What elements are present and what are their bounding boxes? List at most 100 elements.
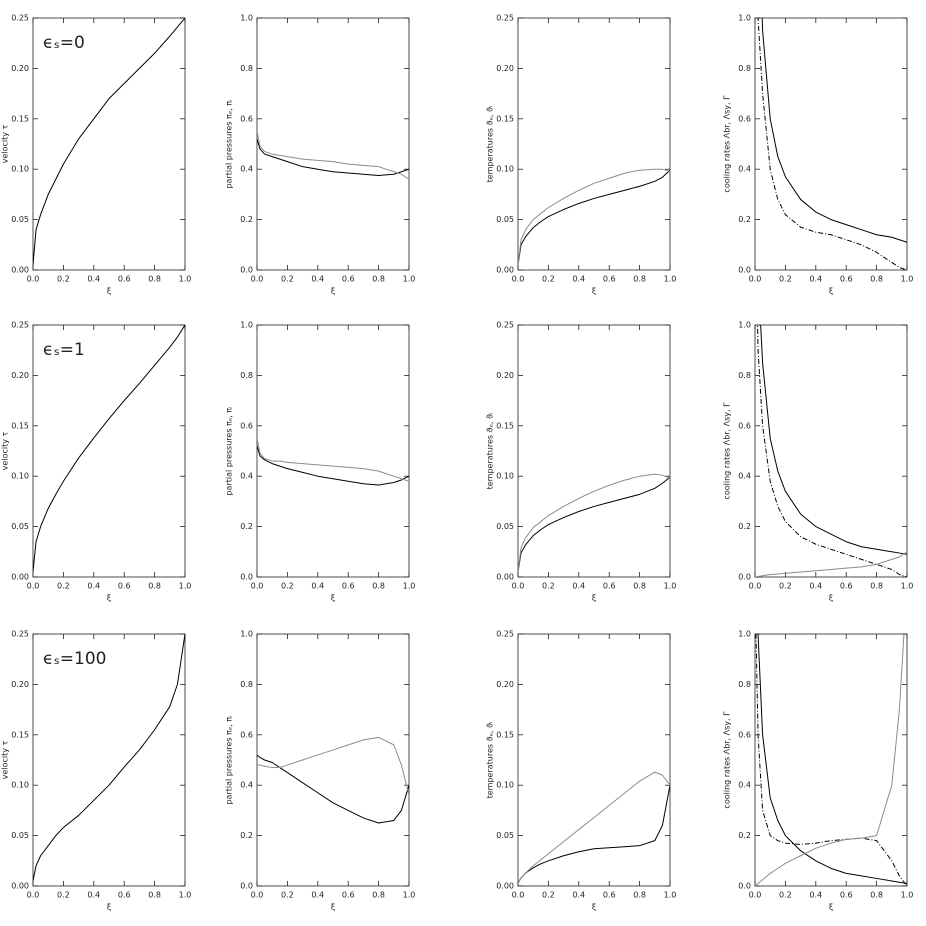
x-tick-label: 0.6 — [603, 275, 616, 284]
x-axis-label: ξ — [331, 287, 335, 296]
x-tick-label: 0.8 — [633, 582, 646, 591]
y-tick-label: 0.0 — [240, 266, 253, 275]
panel: 0.0 0.2 0.4 0.6 0.8 1.0 0.00 0.05 0.10 0.15 0.20 0.… — [1, 630, 192, 912]
x-tick-label: 1.0 — [664, 582, 677, 591]
plot-frame — [754, 324, 908, 578]
panel: 0.0 0.2 0.4 0.6 0.8 1.0 0.00 0.05 0.10 0.15 0.20 0.… — [486, 14, 677, 296]
y-tick-label: 0.8 — [240, 64, 253, 73]
y-tick-label: 0.2 — [240, 522, 253, 531]
x-tick-label: 0.2 — [542, 891, 555, 900]
x-tick-label: 0.8 — [372, 891, 385, 900]
y-axis-label: velocity τ — [1, 432, 10, 471]
x-tick-label: 0.8 — [870, 275, 883, 284]
x-axis-label: ξ — [592, 287, 596, 296]
y-tick-label: 0.25 — [496, 321, 514, 330]
annotation: ϵₛ=100 — [43, 649, 107, 669]
x-axis-label: ξ — [829, 287, 833, 296]
data-line — [757, 18, 907, 270]
data-line — [518, 771, 670, 884]
x-tick-label: 0.8 — [372, 275, 385, 284]
y-axis-label: partial pressures πₑ, πᵢ — [225, 406, 234, 495]
x-tick-label: 0.2 — [281, 582, 294, 591]
y-axis-label: partial pressures πₑ, πᵢ — [225, 715, 234, 804]
x-tick-label: 0.4 — [572, 891, 585, 900]
x-tick-label: 0.2 — [57, 891, 70, 900]
data-line — [33, 325, 185, 573]
x-tick-label: 0.0 — [749, 275, 762, 284]
y-tick-label: 1.0 — [738, 14, 751, 23]
y-tick-label: 0.0 — [738, 266, 751, 275]
y-tick-label: 0.2 — [738, 522, 751, 531]
data-line — [755, 634, 907, 886]
x-tick-label: 0.8 — [148, 891, 161, 900]
y-tick-label: 0.05 — [11, 215, 29, 224]
y-tick-label: 0.00 — [496, 266, 514, 275]
x-tick-label: 1.0 — [179, 275, 192, 284]
y-tick-label: 0.05 — [496, 215, 514, 224]
x-tick-label: 1.0 — [403, 582, 416, 591]
data-line — [257, 438, 409, 482]
x-tick-label: 0.4 — [572, 275, 585, 284]
x-tick-label: 0.4 — [311, 891, 324, 900]
y-tick-label: 0.25 — [11, 14, 29, 23]
x-tick-label: 0.4 — [87, 275, 100, 284]
y-tick-label: 0.05 — [11, 831, 29, 840]
x-tick-label: 0.4 — [572, 582, 585, 591]
plot-frame — [517, 17, 671, 271]
x-tick-label: 0.6 — [603, 891, 616, 900]
x-tick-label: 0.0 — [512, 582, 525, 591]
plot-frame — [32, 324, 186, 578]
x-tick-label: 0.4 — [809, 582, 822, 591]
y-tick-label: 0.8 — [738, 371, 751, 380]
panel: 0.0 0.2 0.4 0.6 0.8 1.0 0.0 0.2 0.4 0.6 0.8 1.0 ξ coo… — [723, 630, 914, 912]
y-tick-label: 0.10 — [11, 165, 29, 174]
x-tick-label: 1.0 — [901, 275, 914, 284]
y-tick-label: 0.00 — [11, 882, 29, 891]
y-tick-label: 0.6 — [240, 114, 253, 123]
x-tick-label: 0.4 — [311, 275, 324, 284]
y-tick-label: 0.2 — [738, 831, 751, 840]
plot-frame — [256, 324, 410, 578]
plot-frame — [517, 633, 671, 887]
data-line — [33, 634, 185, 882]
x-tick-label: 0.6 — [118, 891, 131, 900]
y-tick-label: 0.20 — [496, 64, 514, 73]
data-line — [518, 168, 670, 266]
plot-frame — [32, 17, 186, 271]
y-tick-label: 0.00 — [496, 573, 514, 582]
y-tick-label: 0.6 — [240, 421, 253, 430]
x-tick-label: 0.2 — [542, 582, 555, 591]
x-tick-label: 0.4 — [87, 891, 100, 900]
y-tick-label: 0.05 — [11, 522, 29, 531]
data-line — [257, 131, 409, 180]
panel: 0.0 0.2 0.4 0.6 0.8 1.0 0.0 0.2 0.4 0.6 0.8 1.0 ξ coo… — [723, 14, 914, 296]
y-tick-label: 0.10 — [496, 472, 514, 481]
x-tick-label: 0.4 — [87, 582, 100, 591]
x-axis-label: ξ — [331, 903, 335, 912]
y-tick-label: 0.8 — [738, 680, 751, 689]
y-axis-label: cooling rates Λbr, Λsy, Γ — [723, 402, 732, 500]
x-tick-label: 0.6 — [118, 275, 131, 284]
panel: 0.0 0.2 0.4 0.6 0.8 1.0 0.00 0.05 0.10 0.15 0.20 0.… — [486, 321, 677, 603]
x-tick-label: 0.2 — [57, 582, 70, 591]
plot-frame — [754, 633, 908, 887]
x-tick-label: 0.6 — [603, 582, 616, 591]
x-tick-label: 1.0 — [403, 275, 416, 284]
y-tick-label: 0.2 — [738, 215, 751, 224]
data-line — [518, 476, 670, 573]
x-tick-label: 0.4 — [311, 582, 324, 591]
plot-frame — [754, 17, 908, 271]
y-tick-label: 0.15 — [496, 730, 514, 739]
panel: 0.0 0.2 0.4 0.6 0.8 1.0 0.00 0.05 0.10 0.15 0.20 0.… — [1, 14, 192, 296]
y-tick-label: 0.0 — [738, 573, 751, 582]
y-tick-label: 0.2 — [240, 831, 253, 840]
annotation: ϵₛ=1 — [43, 340, 85, 360]
y-tick-label: 0.8 — [738, 64, 751, 73]
x-tick-label: 0.0 — [749, 891, 762, 900]
x-tick-label: 0.8 — [148, 582, 161, 591]
x-tick-label: 0.2 — [281, 891, 294, 900]
x-tick-label: 0.0 — [251, 891, 264, 900]
x-axis-label: ξ — [829, 903, 833, 912]
y-axis-label: temperatures ϑₑ, ϑᵢ — [486, 413, 495, 490]
data-line — [760, 325, 907, 555]
